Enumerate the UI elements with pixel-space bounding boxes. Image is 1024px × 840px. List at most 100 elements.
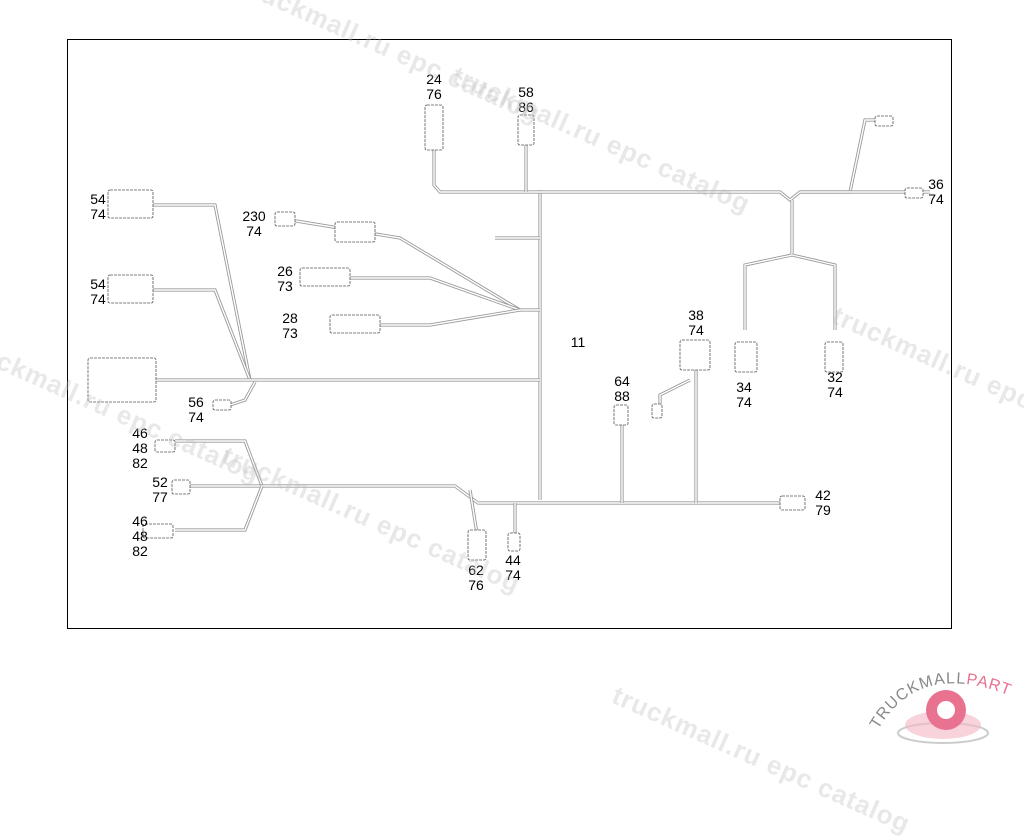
callout-number: 46 [132,425,148,441]
callout-56-74[interactable]: 56 74 [182,395,210,425]
callout-number: 86 [518,99,534,115]
connector[interactable] [212,399,232,411]
callout-number: 230 [242,208,266,224]
callout-number: 28 [282,310,298,326]
callout-54-74[interactable]: 54 74 [84,192,112,222]
callout-number: 54 [90,191,106,207]
callout-number: 77 [152,489,168,505]
callout-number: 76 [426,86,442,102]
connector[interactable] [299,267,351,287]
callout-number: 58 [518,84,534,100]
connector[interactable] [142,523,174,539]
connector[interactable] [507,532,521,552]
truckmall-parts-logo: TRUCKMALLPARTS [858,655,1013,744]
callout-26-73[interactable]: 26 73 [271,264,299,294]
callout-46-48-82[interactable]: 46 48 82 [126,426,154,471]
connector[interactable] [679,339,711,371]
wire [229,381,256,406]
wire [380,308,521,327]
connector[interactable] [171,479,191,495]
connector[interactable] [874,115,894,127]
connector[interactable] [613,404,629,426]
callout-62-76[interactable]: 62 76 [462,563,490,593]
callout-number: 82 [132,543,148,559]
connector[interactable] [467,529,487,561]
callout-number: 74 [90,291,106,307]
wire [175,440,263,487]
callout-number: 52 [152,474,168,490]
callout-number: 38 [688,307,704,323]
connector[interactable] [107,189,154,219]
connector[interactable] [154,439,176,453]
connector[interactable] [651,403,663,419]
callout-54-74[interactable]: 54 74 [84,277,112,307]
callout-34-74[interactable]: 34 74 [730,380,758,410]
wire [289,219,540,311]
callout-number: 44 [505,552,521,568]
wire [185,485,780,504]
callout-number: 76 [468,577,484,593]
callout-230-74[interactable]: 230 74 [240,209,268,239]
callout-58-86[interactable]: 58 86 [512,85,540,115]
connector[interactable] [329,314,381,334]
callout-number: 74 [246,223,262,239]
wire [150,203,252,381]
callout-number: 74 [928,191,944,207]
connector[interactable] [734,341,758,373]
callout-number: 56 [188,394,204,410]
callout-46-48-82[interactable]: 46 48 82 [126,514,154,559]
callout-24-76[interactable]: 24 76 [420,72,448,102]
callout-number: 88 [614,388,630,404]
wiring-harness-diagram [87,104,930,561]
wire [380,309,521,326]
callout-11[interactable]: 11 [564,335,592,350]
callout-number: 62 [468,562,484,578]
callout-28-73[interactable]: 28 73 [276,311,304,341]
connector[interactable] [824,341,844,373]
callout-44-74[interactable]: 44 74 [499,553,527,583]
callout-number: 42 [815,487,831,503]
connector[interactable] [107,274,154,304]
connector[interactable] [779,495,806,511]
callout-number: 32 [827,369,843,385]
callout-38-74[interactable]: 38 74 [682,308,710,338]
wire [175,485,263,531]
callout-64-88[interactable]: 64 88 [608,374,636,404]
callout-number: 54 [90,276,106,292]
callout-42-79[interactable]: 42 79 [809,488,837,518]
wire [433,119,880,201]
callout-number: 26 [277,263,293,279]
wire [350,277,521,311]
wire [791,253,837,330]
callout-number: 73 [277,278,293,294]
callout-number: 74 [688,322,704,338]
callout-number: 24 [426,71,442,87]
connector[interactable] [274,211,296,227]
wire [743,200,794,330]
wire [150,204,251,381]
callout-36-74[interactable]: 36 74 [922,177,950,207]
callout-number: 64 [614,373,630,389]
diagram-frame [67,39,952,629]
callout-number: 82 [132,455,148,471]
callout-number: 74 [188,409,204,425]
callout-number: 79 [815,502,831,518]
callout-number: 48 [132,528,148,544]
callout-52-77[interactable]: 52 77 [146,475,174,505]
callout-number: 36 [928,176,944,192]
callout-number: 74 [90,206,106,222]
connector[interactable] [87,357,157,403]
callout-number: 34 [736,379,752,395]
wire [744,200,793,330]
connector[interactable] [517,114,535,146]
callout-number: 11 [570,334,586,350]
callout-number: 74 [505,567,521,583]
callout-number: 46 [132,513,148,529]
connector[interactable] [424,104,444,151]
connector[interactable] [334,221,376,243]
callout-number: 74 [736,394,752,410]
connector[interactable] [904,187,924,199]
callout-32-74[interactable]: 32 74 [821,370,849,400]
wire [658,378,691,410]
wire [791,254,836,330]
